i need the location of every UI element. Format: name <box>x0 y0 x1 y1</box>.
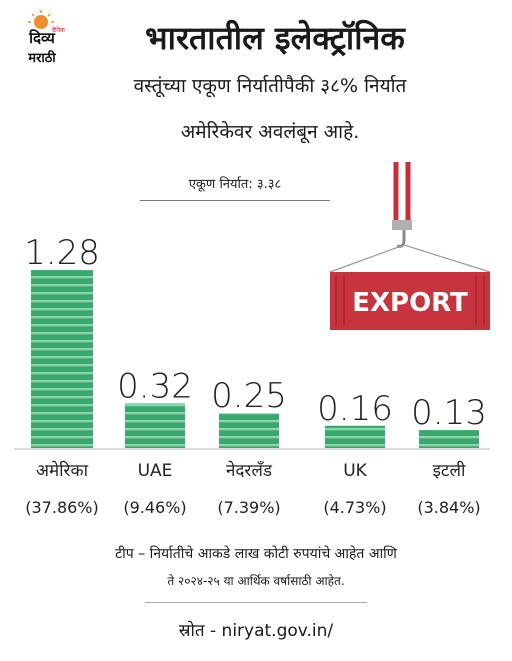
category-label-1: UAE <box>138 461 173 481</box>
shipping-container <box>330 272 490 330</box>
container-ridges <box>335 276 485 326</box>
sling-right <box>403 244 491 273</box>
percent-label-0: (37.86%) <box>25 498 99 517</box>
bar-2 <box>219 413 279 448</box>
footnote-line1: टीप – निर्यातीचे आकडे लाख कोटी रुपयांचे … <box>115 546 397 562</box>
total-underline <box>140 200 330 201</box>
footnote-divider <box>145 602 367 603</box>
footnote-line2: ते २०२४-२५ या आर्थिक वर्षासाठी आहेत. <box>167 574 345 588</box>
value-label-3: 0.16 <box>317 389 393 429</box>
percent-label-2: (7.39%) <box>217 498 280 517</box>
percent-label-3: (4.73%) <box>323 498 386 517</box>
hook-block <box>392 220 412 230</box>
total-exports-label: एकूण निर्यात: ३.३८ <box>188 177 282 192</box>
logo-tag: दैनिक <box>52 27 65 34</box>
sling-left <box>329 244 405 273</box>
sun-icon <box>28 10 54 29</box>
bar-chart: EXPORT 1.28 अमेरिका (37.86%) 0.32 UAE (9.46%)… <box>14 162 491 517</box>
category-label-2: नेदरलँड <box>226 460 273 481</box>
value-label-4: 0.13 <box>411 393 487 433</box>
percent-label-1: (9.46%) <box>123 498 186 517</box>
bar-1 <box>125 403 185 448</box>
subtitle-line1: वस्तूंच्या एकूण निर्यातीपैकी ३८% निर्यात <box>133 75 407 97</box>
page-title: भारतातील इलेक्ट्रॉनिक <box>145 19 405 57</box>
category-label-0: अमेरिका <box>36 460 89 481</box>
value-label-0: 1.28 <box>24 233 100 273</box>
bar-3 <box>325 425 385 448</box>
export-container-illustration: EXPORT <box>329 162 491 330</box>
category-label-3: UK <box>343 461 367 481</box>
category-label-4: इटली <box>433 460 466 481</box>
bar-0 <box>31 270 93 448</box>
bars-layer: 1.28 अमेरिका (37.86%) 0.32 UAE (9.46%) 0.25 नेद… <box>24 233 487 517</box>
divya-marathi-logo: दैनिक दिव्य मराठी <box>16 10 68 68</box>
subtitle-line2: अमेरिकेवर अवलंबून आहे. <box>180 121 360 143</box>
logo-line1: दिव्य <box>29 29 55 47</box>
export-sign-text: EXPORT <box>352 288 468 318</box>
value-label-2: 0.25 <box>211 376 287 416</box>
source-credit: स्रोत - niryat.gov.in/ <box>178 621 334 641</box>
logo-line2: मराठी <box>28 51 56 66</box>
value-label-1: 0.32 <box>117 367 193 407</box>
hook-icon <box>396 230 406 248</box>
bar-4 <box>419 429 479 448</box>
percent-label-4: (3.84%) <box>417 498 480 517</box>
